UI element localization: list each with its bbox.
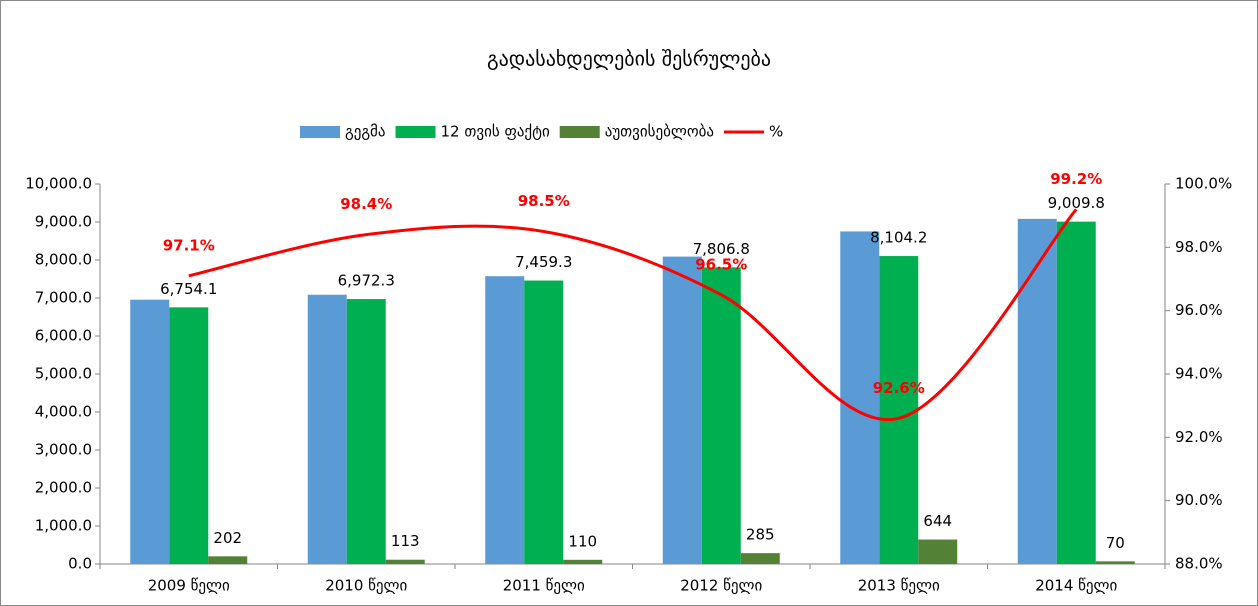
bar	[169, 307, 209, 564]
data-label: 7,459.3	[515, 253, 572, 271]
data-label: 8,104.2	[870, 229, 927, 247]
x-tick-label: 2011 წელი	[503, 577, 585, 595]
bar	[208, 556, 248, 564]
y2-tick-label: 88.0%	[1175, 555, 1223, 573]
y2-tick-label: 92.0%	[1175, 428, 1223, 446]
y2-tick-label: 94.0%	[1175, 365, 1223, 383]
bar	[524, 280, 564, 564]
y-tick-label: 3,000.0	[35, 441, 92, 459]
y-tick-label: 1,000.0	[35, 517, 92, 535]
bar	[563, 559, 603, 564]
y-tick-label: 2,000.0	[35, 479, 92, 497]
bar	[307, 294, 347, 564]
data-label: 98.4%	[340, 195, 392, 213]
data-label: 92.6%	[873, 379, 925, 397]
x-tick-label: 2013 წელი	[858, 577, 940, 595]
x-tick-label: 2014 წელი	[1035, 577, 1117, 595]
data-label: 202	[213, 529, 242, 547]
data-label: 113	[391, 532, 420, 550]
x-tick-label: 2009 წელი	[148, 577, 230, 595]
bar	[130, 299, 170, 564]
bar	[1017, 218, 1057, 564]
data-label: 99.2%	[1050, 170, 1102, 188]
legend-label: გეგმა	[345, 123, 386, 141]
data-label: 6,754.1	[160, 280, 217, 298]
y-tick-label: 6,000.0	[35, 327, 92, 345]
legend-label: აუთვისებლობა	[605, 123, 714, 141]
y-tick-label: 10,000.0	[25, 175, 92, 193]
data-label: 110	[568, 532, 597, 550]
data-label: 9,009.8	[1048, 194, 1105, 212]
y-tick-label: 0.0	[68, 555, 92, 573]
bar	[385, 559, 425, 564]
bar	[740, 553, 780, 564]
bar	[1095, 561, 1135, 564]
y2-tick-label: 96.0%	[1175, 301, 1223, 319]
legend-label: 12 თვის ფაქტი	[441, 123, 550, 141]
y-tick-label: 4,000.0	[35, 403, 92, 421]
x-tick-label: 2010 წელი	[325, 577, 407, 595]
legend-swatch	[300, 126, 340, 138]
legend-swatch	[559, 126, 600, 138]
bar	[346, 299, 386, 564]
bar	[918, 539, 958, 564]
data-label: 96.5%	[695, 255, 747, 273]
bar	[485, 276, 525, 564]
y-tick-label: 8,000.0	[35, 251, 92, 269]
data-label: 6,972.3	[338, 272, 395, 290]
y2-tick-label: 100.0%	[1175, 175, 1232, 193]
data-label: 97.1%	[163, 236, 215, 254]
chart-title: გადასახდელების შესრულება	[487, 47, 771, 71]
y-tick-label: 5,000.0	[35, 365, 92, 383]
x-tick-label: 2012 წელი	[680, 577, 762, 595]
bar	[662, 256, 702, 564]
data-label: 7,806.8	[693, 240, 750, 258]
data-label: 98.5%	[518, 192, 570, 210]
legend-label: %	[769, 123, 783, 141]
data-label: 70	[1106, 534, 1125, 552]
y2-tick-label: 90.0%	[1175, 491, 1223, 509]
bar	[879, 256, 919, 564]
data-label: 644	[923, 512, 952, 530]
bar	[1056, 221, 1096, 564]
y-tick-label: 7,000.0	[35, 289, 92, 307]
legend-swatch	[395, 126, 436, 138]
data-label: 285	[746, 526, 775, 544]
y2-tick-label: 98.0%	[1175, 238, 1223, 256]
y-tick-label: 9,000.0	[35, 213, 92, 231]
line	[188, 208, 1078, 422]
bar	[701, 267, 741, 564]
bar	[840, 231, 880, 564]
